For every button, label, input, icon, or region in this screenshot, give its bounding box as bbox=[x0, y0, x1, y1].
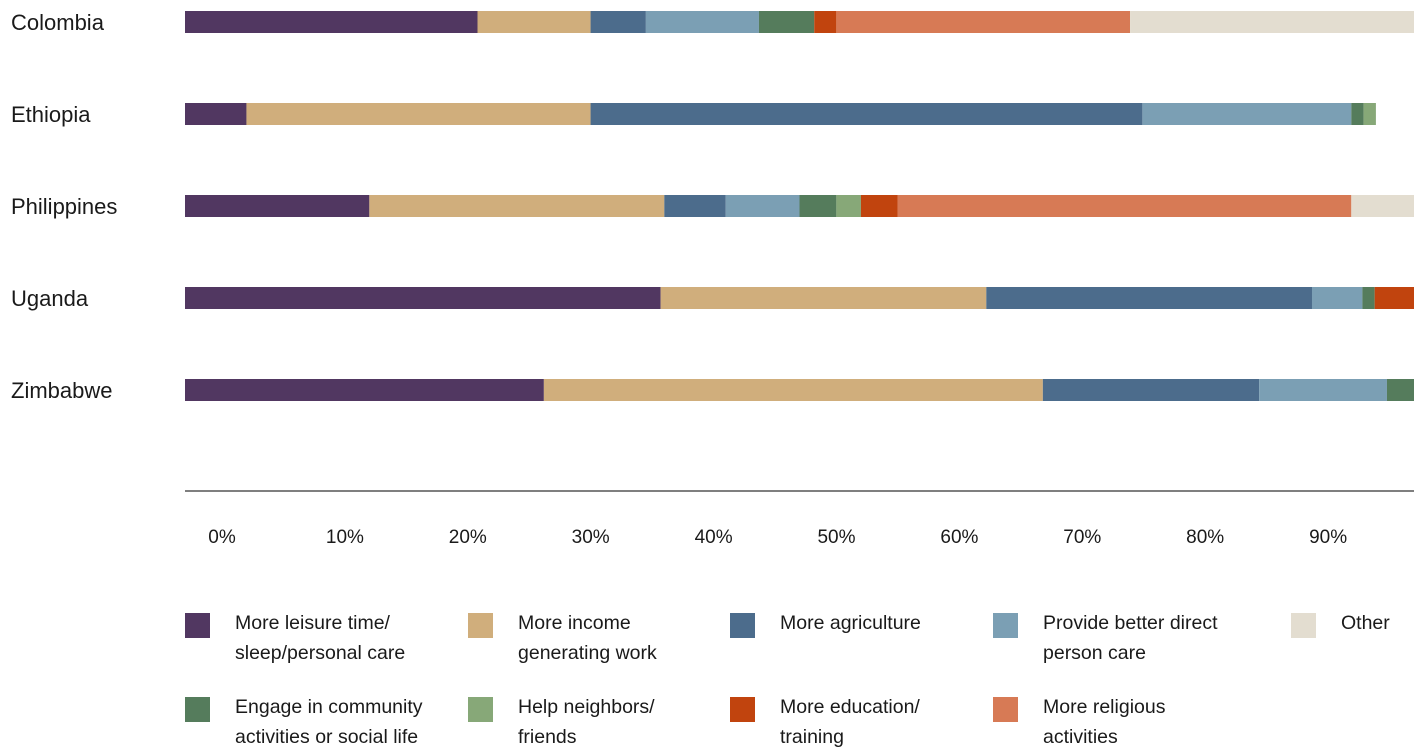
x-tick-label: 60% bbox=[940, 527, 978, 548]
legend-swatch bbox=[185, 613, 210, 638]
legend-swatch bbox=[730, 613, 755, 638]
bar-segment bbox=[836, 11, 1131, 33]
legend-item: More leisure time/ sleep/personal care bbox=[185, 612, 405, 668]
bar-segment bbox=[185, 195, 370, 217]
legend-swatch bbox=[993, 613, 1018, 638]
x-tick-label: 70% bbox=[1063, 527, 1101, 548]
legend-swatch bbox=[468, 613, 493, 638]
category-label: Uganda bbox=[11, 286, 89, 311]
category-label: Ethiopia bbox=[11, 102, 91, 127]
bar-segment bbox=[1386, 379, 1414, 401]
bar-segment bbox=[1130, 11, 1414, 33]
x-tick-label: 10% bbox=[326, 527, 364, 548]
bar-segment bbox=[1042, 379, 1260, 401]
bar-segment bbox=[660, 287, 987, 309]
legend-label: Other bbox=[1341, 612, 1390, 634]
legend-swatch bbox=[993, 697, 1018, 722]
bar-segment bbox=[1311, 287, 1363, 309]
x-tick-label: 0% bbox=[208, 527, 236, 548]
bar-segment bbox=[590, 11, 646, 33]
legend-item: More income generating work bbox=[468, 612, 657, 668]
legend-label: More education/ training bbox=[780, 696, 920, 748]
legend-item: Help neighbors/ friends bbox=[468, 696, 655, 752]
legend-swatch bbox=[730, 697, 755, 722]
bar-segment bbox=[477, 11, 591, 33]
bar-segment bbox=[246, 103, 591, 125]
bar-segment bbox=[897, 195, 1352, 217]
bar-segment bbox=[590, 103, 1143, 125]
legend-item: More agriculture bbox=[730, 612, 921, 638]
legend-swatch bbox=[468, 697, 493, 722]
chart-legend: More leisure time/ sleep/personal care Mo… bbox=[185, 612, 1415, 755]
bar-segment bbox=[543, 379, 1043, 401]
legend-item: Engage in community activities or social… bbox=[185, 696, 423, 752]
x-tick-label: 80% bbox=[1186, 527, 1224, 548]
legend-label: Provide better direct person care bbox=[1043, 612, 1218, 664]
legend-item: More religious activities bbox=[993, 696, 1165, 752]
x-tick-label: 30% bbox=[572, 527, 610, 548]
bar-segment bbox=[814, 11, 837, 33]
bar-segment bbox=[664, 195, 726, 217]
legend-label: More agriculture bbox=[780, 612, 921, 634]
x-tick-label: 40% bbox=[695, 527, 733, 548]
bar-segment bbox=[758, 11, 815, 33]
bar-segment bbox=[185, 379, 544, 401]
legend-label: More leisure time/ sleep/personal care bbox=[235, 612, 406, 664]
x-tick-label: 20% bbox=[449, 527, 487, 548]
bar-segment bbox=[1351, 103, 1364, 125]
x-tick-label: 90% bbox=[1309, 527, 1347, 548]
category-label: Philippines bbox=[11, 194, 117, 219]
legend-swatch bbox=[185, 697, 210, 722]
legend-item: Other bbox=[1291, 612, 1390, 638]
legend-label: More religious activities bbox=[1043, 696, 1166, 748]
bar-segment bbox=[1142, 103, 1352, 125]
legend-label: Help neighbors/ friends bbox=[518, 696, 655, 748]
bar-segment bbox=[1363, 103, 1376, 125]
legend-label: More income generating work bbox=[518, 612, 657, 664]
bar-segment bbox=[185, 287, 661, 309]
bar-segment bbox=[1374, 287, 1414, 309]
bar-segment bbox=[1351, 195, 1414, 217]
bar-segment bbox=[645, 11, 759, 33]
legend-item: Provide better direct person care bbox=[993, 612, 1218, 668]
category-label: Zimbabwe bbox=[11, 378, 112, 403]
legend-label: Engage in community activities or social… bbox=[235, 696, 423, 748]
bar-segment bbox=[799, 195, 837, 217]
legend-item: More education/ training bbox=[730, 696, 920, 752]
bar-segment bbox=[1362, 287, 1375, 309]
bar-segment bbox=[1259, 379, 1387, 401]
bar-segment bbox=[836, 195, 861, 217]
x-tick-label: 50% bbox=[817, 527, 855, 548]
bar-segment bbox=[725, 195, 800, 217]
bar-segment bbox=[860, 195, 898, 217]
bar-segment bbox=[185, 11, 478, 33]
bar-segment bbox=[986, 287, 1312, 309]
stacked-bar-chart: Colombia Ethiopia Philippines Uganda Zimbabw… bbox=[11, 10, 1414, 548]
category-label: Colombia bbox=[11, 10, 105, 35]
bar-segment bbox=[369, 195, 665, 217]
legend-swatch bbox=[1291, 613, 1316, 638]
bar-segment bbox=[185, 103, 247, 125]
